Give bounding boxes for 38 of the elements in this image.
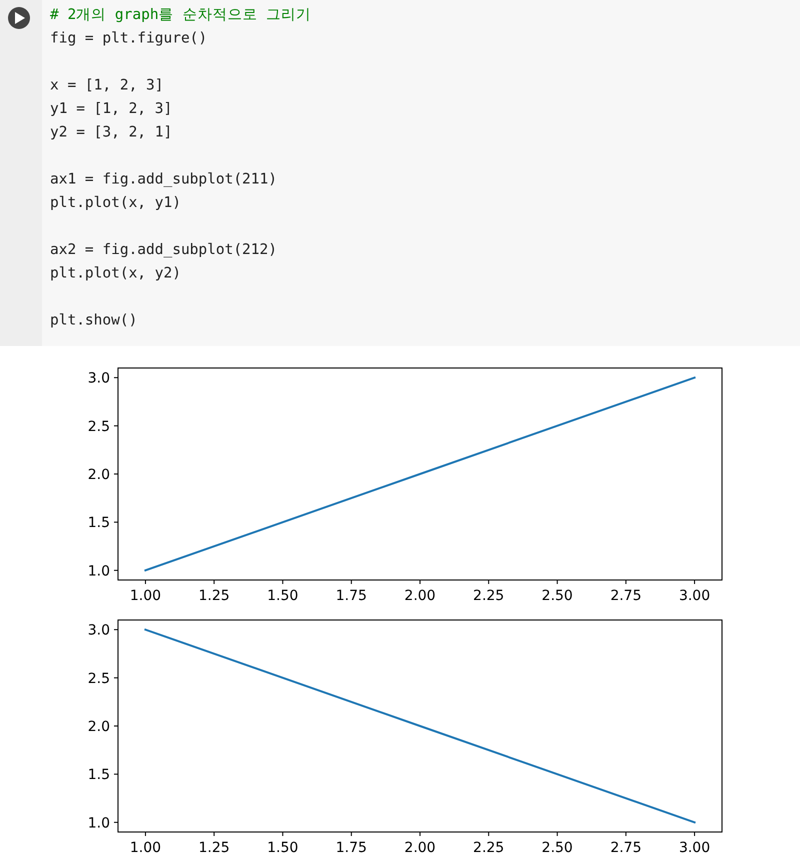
text: plt.show() bbox=[50, 312, 138, 328]
x-tick-label: 2.25 bbox=[473, 588, 504, 604]
text: fig = plt.figure() bbox=[50, 30, 208, 46]
x-tick-label: 2.00 bbox=[404, 840, 436, 856]
y-tick-label: 1.5 bbox=[88, 515, 110, 532]
x-tick-label: 2.25 bbox=[473, 840, 504, 856]
x-tick-label: 1.50 bbox=[267, 588, 298, 604]
text: ax1 = fig.add_subplot(211) bbox=[50, 172, 277, 188]
x-tick-label: 2.00 bbox=[404, 588, 436, 604]
x-tick-label: 1.75 bbox=[336, 840, 367, 856]
text: y1 = [1, 2, 3] bbox=[50, 101, 172, 117]
x-tick-label: 3.00 bbox=[678, 840, 710, 856]
x-tick-label: 2.75 bbox=[610, 588, 642, 604]
y-tick-label: 3.0 bbox=[88, 370, 110, 387]
y-tick-label: 2.0 bbox=[88, 719, 110, 735]
x-tick-label: 2.50 bbox=[542, 588, 573, 604]
y-tick-label: 1.0 bbox=[88, 815, 110, 832]
text: plt.plot(x, y1) bbox=[50, 195, 181, 211]
x-tick-label: 2.50 bbox=[542, 840, 573, 856]
y-tick-label: 3.0 bbox=[88, 622, 110, 639]
x-tick-label: 3.00 bbox=[678, 588, 710, 604]
y-tick-label: 2.5 bbox=[88, 670, 110, 687]
y-tick-label: 1.0 bbox=[88, 563, 110, 580]
x-tick-label: 1.50 bbox=[267, 840, 298, 856]
text: y2 = [3, 2, 1] bbox=[50, 124, 172, 140]
x-tick-label: 1.75 bbox=[336, 588, 367, 604]
text: ax2 = fig.add_subplot(212) bbox=[50, 242, 277, 258]
y-tick-label: 2.0 bbox=[88, 467, 110, 483]
x-tick-label: 1.00 bbox=[130, 840, 162, 856]
text: # 2개의 graph를 순차적으로 그리기 bbox=[50, 7, 312, 23]
x-tick-label: 1.25 bbox=[198, 588, 230, 604]
text: plt.plot(x, y2) bbox=[50, 266, 181, 282]
x-tick-label: 1.25 bbox=[198, 840, 230, 856]
y-tick-label: 2.5 bbox=[88, 418, 110, 435]
text: x = [1, 2, 3] bbox=[50, 78, 164, 94]
y-tick-label: 1.5 bbox=[88, 767, 110, 784]
x-tick-label: 2.75 bbox=[610, 840, 642, 856]
x-tick-label: 1.00 bbox=[130, 588, 162, 604]
